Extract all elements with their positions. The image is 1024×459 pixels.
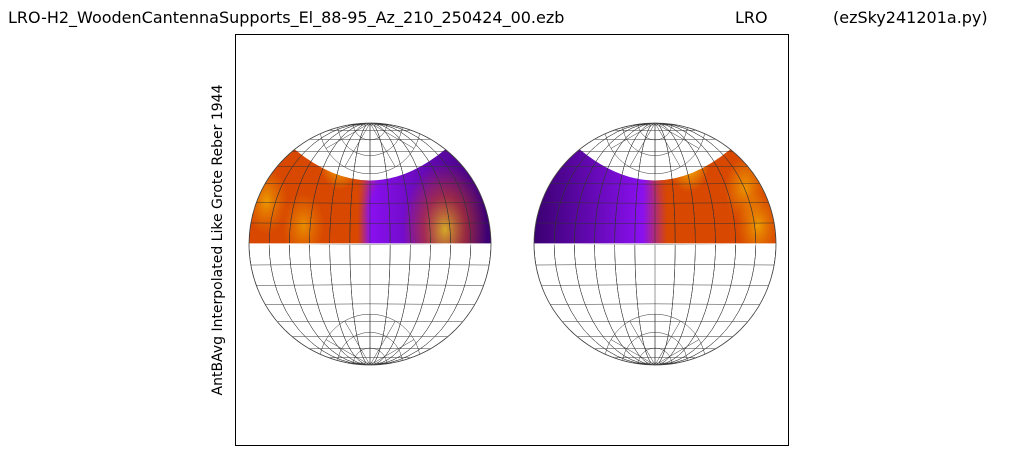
left-hemisphere: [248, 122, 492, 366]
heatmap-hotspot: [261, 159, 346, 244]
right-hemisphere: [533, 122, 777, 366]
plot-frame: [235, 34, 789, 446]
site-title: LRO: [735, 8, 768, 27]
file-name-title: LRO-H2_WoodenCantennaSupports_El_88-95_A…: [8, 8, 565, 27]
hemisphere-outline: [248, 122, 492, 366]
heatmap-hotspot: [402, 162, 488, 244]
program-title: (ezSky241201a.py): [833, 8, 988, 27]
hemisphere-outline: [533, 122, 777, 366]
heatmap-hotspot: [715, 159, 776, 244]
